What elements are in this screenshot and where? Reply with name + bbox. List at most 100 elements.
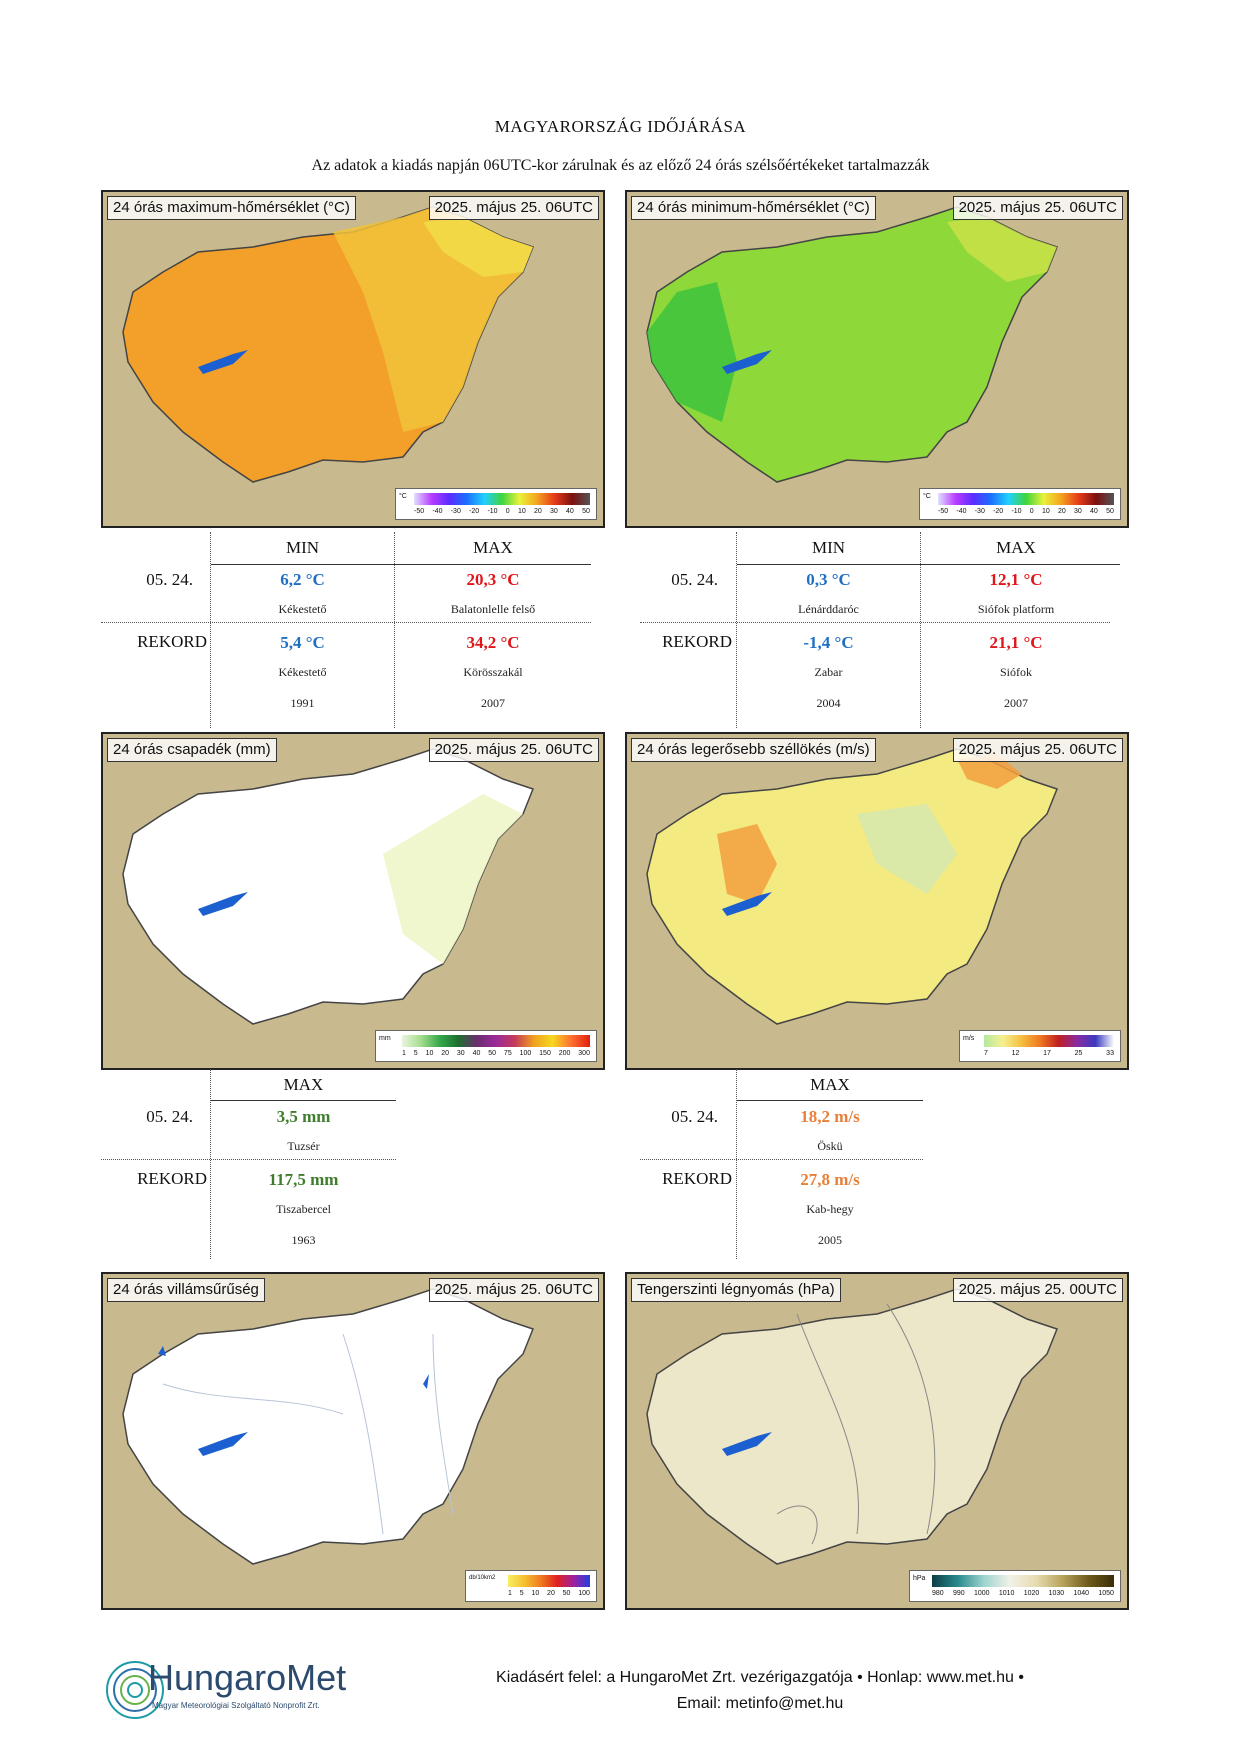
tmin-record-min-place: Zabar — [814, 665, 843, 679]
precip-legend-unit: mm — [379, 1035, 391, 1042]
pressure-legend-unit: hPa — [913, 1575, 926, 1582]
legend-tick: -50 — [938, 508, 949, 515]
legend-tick: 5 — [519, 1590, 524, 1597]
tmax-record-min-place: Kékestető — [278, 665, 327, 679]
map-lightning: 24 órás villámsűrűség 2025. május 25. 06… — [101, 1272, 605, 1610]
legend-tick: 10 — [425, 1050, 434, 1057]
col-max-header: MAX — [473, 538, 513, 557]
legend-tick: 20 — [1057, 508, 1066, 515]
legend-tick: 200 — [558, 1050, 571, 1057]
precip-record-year: 1963 — [291, 1233, 316, 1247]
tmax-record-max-year: 2007 — [481, 696, 505, 710]
wind-stats: MAX 05. 24. 18,2 m/s Öskü REKORD 27,8 m/… — [640, 1069, 940, 1259]
legend-tick: 100 — [519, 1050, 532, 1057]
legend-tick: 20 — [441, 1050, 450, 1057]
legend-tick: -40 — [432, 508, 443, 515]
legend-tick: 1020 — [1023, 1590, 1040, 1597]
legend-tick: -10 — [487, 508, 498, 515]
precip-map-title: 24 órás csapadék (mm) — [107, 738, 277, 762]
wind-record-year: 2005 — [818, 1233, 842, 1247]
lightning-legend: db/10km2 1 5 10 20 50 100 — [465, 1570, 597, 1602]
tmin-legend-unit: °C — [923, 493, 931, 500]
row-record-label: REKORD — [662, 632, 732, 651]
logo-wordmark: HungaroMet — [148, 1657, 347, 1698]
precip-record-max: 117,5 mm — [268, 1170, 339, 1189]
legend-tick: 50 — [1106, 508, 1114, 515]
tmin-legend: °C -50 -40 -30 -20 -10 0 10 20 30 40 50 — [919, 488, 1121, 520]
wind-map-title: 24 órás legerősebb széllökés (m/s) — [631, 738, 876, 762]
tmax-record-min-year: 1991 — [290, 696, 315, 710]
legend-tick: 30 — [456, 1050, 465, 1057]
legend-tick: 150 — [539, 1050, 551, 1057]
legend-tick: 1000 — [973, 1590, 990, 1597]
page-subtitle: Az adatok a kiadás napján 06UTC-kor záru… — [311, 157, 930, 174]
tmax-legend: °C -50 -40 -30 -20 -10 0 10 20 30 40 50 — [395, 488, 597, 520]
tmin-daily-min: 0,3 °C — [806, 570, 851, 589]
legend-tick: 1030 — [1048, 1590, 1065, 1597]
tmin-daily-max: 12,1 °C — [989, 570, 1043, 589]
tmax-legend-unit: °C — [399, 493, 407, 500]
legend-tick: 40 — [566, 508, 574, 515]
pressure-map-date: 2025. május 25. 00UTC — [952, 1278, 1123, 1302]
col-min-header: MIN — [285, 538, 320, 557]
tmin-map-title: 24 órás minimum-hőmérséklet (°C) — [631, 196, 876, 220]
tmin-map-date: 2025. május 25. 06UTC — [952, 196, 1123, 220]
lightning-legend-unit: db/10km2 — [469, 1575, 496, 1581]
lightning-map-title: 24 órás villámsűrűség — [107, 1278, 265, 1302]
legend-tick: 40 — [1090, 508, 1098, 515]
footer-line-1: Kiadásért felel: a HungaroMet Zrt. vezér… — [496, 1669, 1024, 1686]
col-min-header: MIN — [811, 538, 846, 557]
row-record-label: REKORD — [137, 632, 207, 651]
tmax-record-min: 5,4 °C — [280, 633, 325, 652]
legend-tick: 1 — [402, 1050, 406, 1057]
precip-daily-place: Tuzsér — [287, 1139, 320, 1153]
wind-legend-ticks: 7 12 17 25 33 — [984, 1050, 1114, 1057]
col-max-header: MAX — [996, 538, 1036, 557]
tmin-record-max: 21,1 °C — [989, 633, 1043, 652]
legend-tick: 100 — [578, 1590, 590, 1597]
legend-tick: 990 — [952, 1590, 965, 1597]
wind-daily-place: Öskü — [817, 1139, 843, 1153]
precip-col-max: MAX — [283, 1075, 324, 1094]
legend-tick: 50 — [582, 508, 590, 515]
precip-legend-ticks: 1 5 10 20 30 40 50 75 100 150 200 300 — [402, 1050, 590, 1057]
map-wind: 24 órás legerősebb széllökés (m/s) 2025.… — [625, 732, 1129, 1070]
legend-tick: -20 — [469, 508, 480, 515]
legend-tick: 7 — [984, 1050, 988, 1057]
precip-map-graphic — [103, 734, 603, 1068]
tmax-record-max-place: Körösszakál — [463, 665, 523, 679]
map-tmax: 24 órás maximum-hőmérséklet (°C) 2025. m… — [101, 190, 605, 528]
legend-tick: 10 — [1041, 508, 1050, 515]
legend-tick: 980 — [932, 1590, 944, 1597]
legend-tick: 30 — [1074, 508, 1082, 515]
legend-tick: 300 — [578, 1050, 590, 1057]
tmin-daily-max-place: Siófok platform — [977, 602, 1055, 616]
tmin-map-graphic — [627, 192, 1127, 526]
temp-stats-right: MIN MAX 05. 24. 0,3 °C 12,1 °C Lénárddar… — [640, 532, 1130, 728]
legend-tick: -30 — [450, 508, 461, 515]
logo-swirl-icon — [106, 1661, 164, 1719]
tmin-legend-ticks: -50 -40 -30 -20 -10 0 10 20 30 40 50 — [938, 508, 1114, 515]
wind-row-date: 05. 24. — [671, 1107, 718, 1126]
pressure-legend: hPa 980 990 1000 1010 1020 1030 1040 1050 — [909, 1570, 1121, 1602]
lightning-legend-ticks: 1 5 10 20 50 100 — [508, 1590, 590, 1597]
precip-stats: MAX 05. 24. 3,5 mm Tuzsér REKORD 117,5 m… — [101, 1069, 401, 1259]
legend-tick: -50 — [414, 508, 425, 515]
page-title: MAGYARORSZÁG IDŐJÁRÁSA — [494, 117, 747, 136]
tmax-map-graphic — [103, 192, 603, 526]
lightning-map-graphic — [103, 1274, 603, 1608]
tmax-daily-min-place: Kékestető — [278, 602, 327, 616]
precip-daily-max: 3,5 mm — [276, 1107, 331, 1126]
wind-row-record: REKORD — [662, 1169, 732, 1188]
wind-record-max: 27,8 m/s — [800, 1170, 860, 1189]
precip-map-date: 2025. május 25. 06UTC — [428, 738, 599, 762]
legend-tick: 50 — [562, 1590, 571, 1597]
pressure-map-title: Tengerszinti légnyomás (hPa) — [631, 1278, 841, 1302]
tmax-record-max: 34,2 °C — [466, 633, 520, 652]
precip-row-record: REKORD — [137, 1169, 207, 1188]
tmax-map-title: 24 órás maximum-hőmérséklet (°C) — [107, 196, 356, 220]
precip-row-date: 05. 24. — [146, 1107, 193, 1126]
tmax-daily-max: 20,3 °C — [466, 570, 520, 589]
legend-tick: 17 — [1043, 1050, 1051, 1057]
legend-tick: -20 — [993, 508, 1004, 515]
